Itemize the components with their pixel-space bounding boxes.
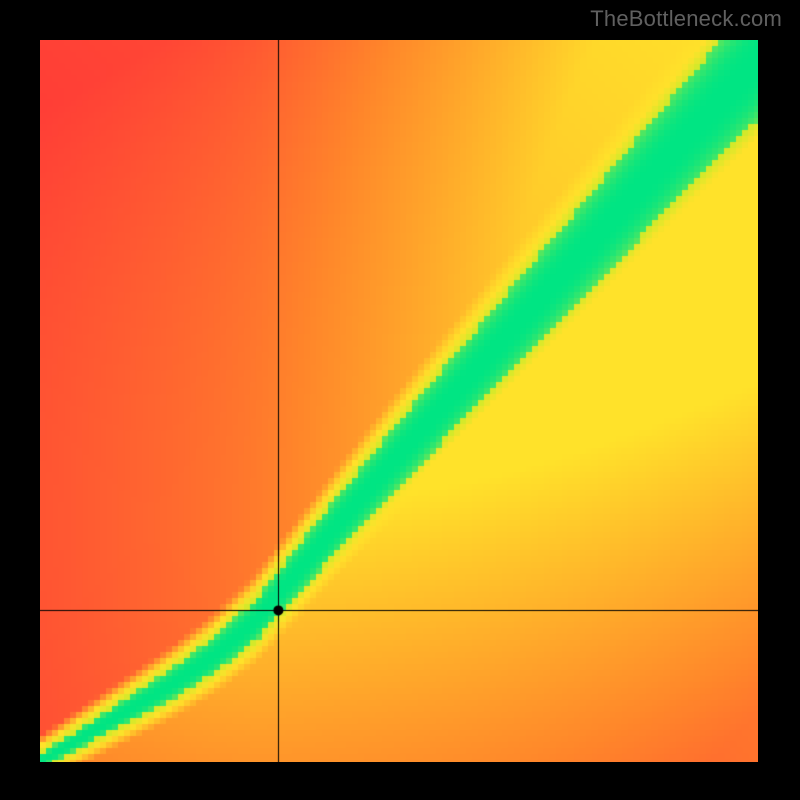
watermark-text: TheBottleneck.com [590,6,782,32]
chart-container: TheBottleneck.com [0,0,800,800]
bottleneck-heatmap [40,40,758,762]
